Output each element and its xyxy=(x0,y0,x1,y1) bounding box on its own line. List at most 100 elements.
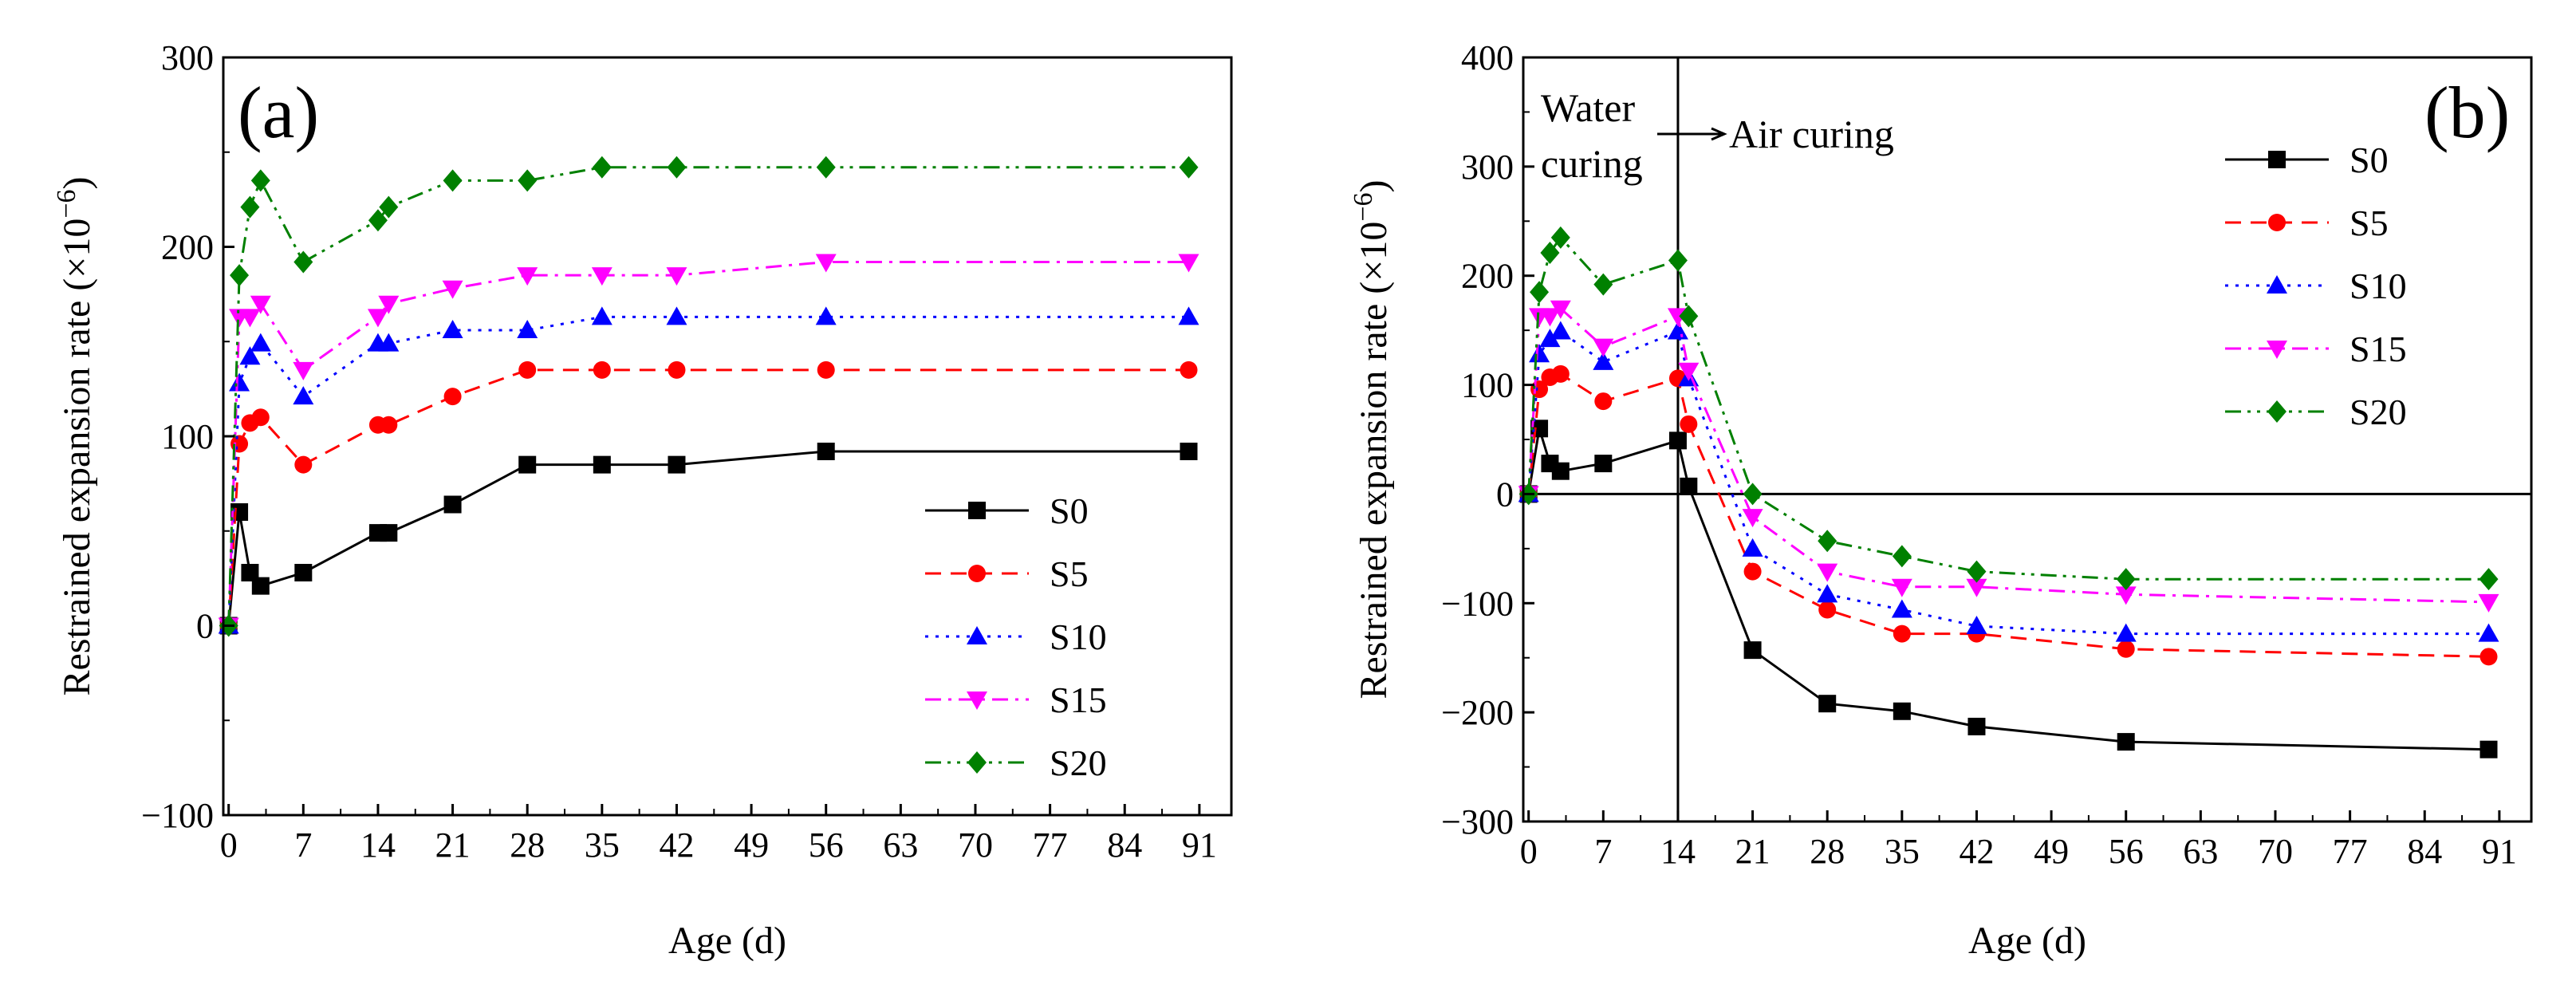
x-tick-label: 91 xyxy=(2482,832,2517,871)
legend-marker xyxy=(968,502,986,519)
data-point xyxy=(2117,733,2135,751)
legend-marker xyxy=(967,751,987,774)
series-s0 xyxy=(219,443,1198,635)
legend-marker xyxy=(2268,151,2286,168)
x-tick-label: 42 xyxy=(659,825,694,865)
data-point xyxy=(1667,321,1688,340)
x-tick-label: 21 xyxy=(1735,832,1771,871)
series-s20 xyxy=(219,156,1199,637)
y-ticks: −100 0 100 200 300 xyxy=(141,38,234,835)
data-point xyxy=(1539,329,1561,348)
data-point xyxy=(1742,509,1763,528)
y-axis-title-close: ) xyxy=(1353,179,1395,192)
data-point xyxy=(1818,601,1837,619)
data-point xyxy=(1678,362,1700,381)
annotation-curing: curing xyxy=(1541,141,1643,186)
data-point xyxy=(1966,578,1987,597)
data-point xyxy=(2115,623,2137,642)
series-s0 xyxy=(1519,420,2498,758)
panel-label: (a) xyxy=(238,72,319,153)
series-line-s5 xyxy=(227,368,1189,626)
data-point xyxy=(241,564,259,581)
legend-label: S0 xyxy=(2350,140,2389,180)
data-point xyxy=(1679,305,1699,328)
data-point xyxy=(250,333,271,352)
data-point xyxy=(1668,431,1687,450)
y-axis-title-main: Restrained expansion rate (×10 xyxy=(56,219,98,696)
x-tick-label: 0 xyxy=(220,825,238,865)
data-point xyxy=(368,209,388,232)
data-point xyxy=(591,267,612,286)
data-point xyxy=(1892,545,1912,568)
data-point xyxy=(1550,300,1571,319)
data-point xyxy=(1593,273,1613,296)
data-point xyxy=(294,564,313,581)
data-point xyxy=(230,264,250,287)
data-point xyxy=(1743,483,1763,506)
data-point xyxy=(1551,364,1570,383)
x-tick-label: 63 xyxy=(883,825,918,865)
x-tick-label: 91 xyxy=(1182,825,1217,865)
data-point xyxy=(517,320,538,338)
data-point xyxy=(1540,241,1560,264)
x-tick-label: 70 xyxy=(2258,832,2293,871)
data-point xyxy=(518,169,538,192)
x-tick-label: 21 xyxy=(435,825,471,865)
data-point xyxy=(1680,415,1698,433)
legend-item-s15: S15 xyxy=(925,680,1107,720)
data-point xyxy=(442,280,463,299)
data-point xyxy=(1550,321,1571,340)
legend-item-s0: S0 xyxy=(2225,140,2389,180)
data-point xyxy=(1530,281,1550,304)
data-point xyxy=(518,361,537,379)
data-point xyxy=(667,156,687,179)
air-curing-arrow xyxy=(1657,127,1727,141)
y-tick-label: −100 xyxy=(1441,584,1514,623)
y-tick-label: 200 xyxy=(1461,257,1514,296)
data-point xyxy=(2478,623,2499,642)
series-s20 xyxy=(1518,226,2499,591)
data-point xyxy=(442,320,463,338)
data-point xyxy=(293,386,314,405)
y-ticks: −300 −200 −100 0 100 200 300 400 xyxy=(1441,38,1534,841)
series-line-s20 xyxy=(227,166,1189,626)
legend-item-s5: S5 xyxy=(2225,203,2389,243)
legend-label: S10 xyxy=(1050,617,1107,657)
annotation-air-curing: Air curing xyxy=(1729,112,1894,156)
data-point xyxy=(380,416,398,434)
series-group xyxy=(218,156,1199,637)
data-point xyxy=(251,408,270,427)
y-tick-label: 0 xyxy=(1496,475,1514,514)
x-tick-label: 42 xyxy=(1959,832,1994,871)
data-point xyxy=(1668,249,1688,272)
data-point xyxy=(666,306,687,325)
legend-label: S5 xyxy=(1050,554,1089,594)
data-point xyxy=(1180,443,1198,460)
x-ticks: 0 7 14 21 28 35 42 49 56 63 70 77 84 91 xyxy=(220,804,1217,865)
data-point xyxy=(2115,586,2137,605)
data-point xyxy=(2116,568,2136,591)
data-point xyxy=(592,156,612,179)
legend-marker xyxy=(2267,275,2287,294)
data-point xyxy=(239,346,261,365)
y-tick-label: 200 xyxy=(161,228,214,267)
legend-marker xyxy=(2267,400,2286,423)
legend-label: S15 xyxy=(2350,329,2407,369)
data-point xyxy=(1594,392,1613,411)
legend-marker xyxy=(967,626,987,644)
y-axis-title: Restrained expansion rate (×10−6) xyxy=(1349,179,1395,699)
x-tick-label: 7 xyxy=(1594,832,1612,871)
panel-a: 0 7 14 21 28 35 42 49 56 63 70 77 84 91 −100010020030… xyxy=(52,38,1233,962)
data-point xyxy=(668,455,686,474)
data-point xyxy=(1539,308,1561,327)
panel-label: (b) xyxy=(2424,72,2510,153)
data-point xyxy=(1893,624,1911,643)
x-tick-label: 49 xyxy=(2034,832,2069,871)
data-point xyxy=(443,388,462,406)
x-tick-label: 0 xyxy=(1520,832,1538,871)
legend-item-s10: S10 xyxy=(925,617,1107,657)
data-point xyxy=(443,169,463,192)
data-point xyxy=(239,309,261,328)
data-point xyxy=(1967,717,1986,735)
